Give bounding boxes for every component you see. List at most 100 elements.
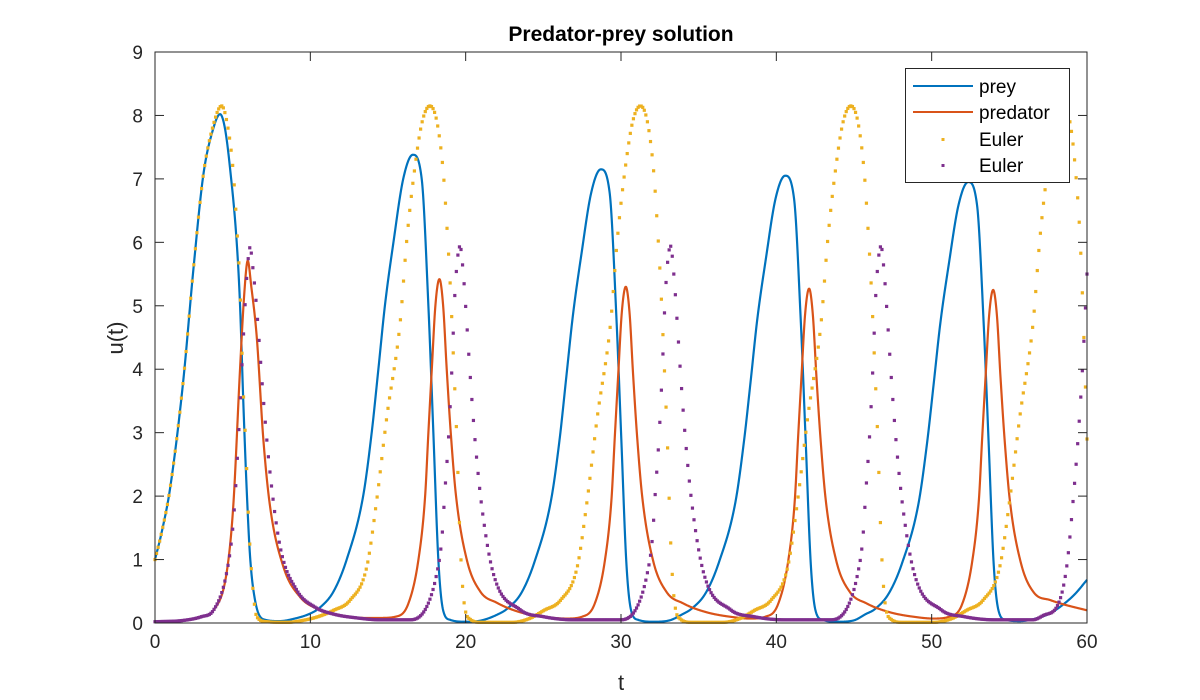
euler-point (255, 616, 260, 620)
euler-point (474, 455, 479, 459)
euler-point (1023, 381, 1027, 385)
euler-point (780, 582, 785, 586)
euler-point (246, 257, 250, 261)
euler-point (445, 459, 449, 464)
euler-point (422, 114, 426, 118)
euler-point (1034, 289, 1038, 294)
euler-point (830, 194, 834, 198)
euler-point (658, 420, 662, 424)
euler-point (1031, 325, 1035, 329)
euler-point (871, 371, 875, 375)
euler-point (462, 601, 466, 605)
euler-point (201, 174, 205, 178)
euler-point (209, 611, 213, 615)
euler-point (501, 594, 505, 599)
euler-point (1010, 476, 1015, 480)
euler-point (815, 356, 819, 361)
euler-point (575, 564, 580, 568)
euler-point (1074, 462, 1078, 466)
euler-point (406, 223, 410, 227)
euler-point (288, 576, 292, 581)
euler-point (1069, 129, 1074, 133)
euler-point (251, 586, 255, 590)
euler-point (420, 612, 424, 616)
euler-point (653, 492, 657, 497)
euler-point (599, 391, 603, 395)
euler-point (819, 318, 823, 322)
euler-point (661, 333, 665, 337)
euler-point (709, 591, 713, 595)
euler-point (1029, 339, 1033, 343)
euler-point (440, 530, 444, 534)
euler-point (1079, 395, 1083, 399)
euler-point (1052, 608, 1056, 612)
euler-point (659, 388, 663, 392)
euler-point (681, 408, 685, 412)
euler-point (591, 450, 595, 454)
euler-point (276, 531, 280, 535)
euler-point (297, 592, 302, 597)
euler-point (454, 269, 458, 274)
euler-point (596, 412, 600, 416)
euler-point (648, 553, 653, 557)
euler-point (878, 520, 883, 525)
euler-point (774, 592, 778, 596)
euler-point (908, 552, 912, 556)
euler-point (442, 505, 446, 509)
euler-point (860, 146, 864, 150)
euler-point (207, 139, 211, 143)
euler-point (568, 586, 572, 591)
euler-point (852, 587, 856, 592)
euler-point (906, 543, 910, 547)
euler-point (914, 578, 918, 582)
euler-point (878, 245, 883, 249)
euler-point (1072, 158, 1077, 162)
euler-point (650, 153, 654, 157)
euler-point (558, 598, 563, 602)
euler-point (571, 580, 575, 584)
legend-label-predator: predator (979, 103, 1050, 124)
euler-point (1055, 604, 1060, 608)
euler-point (676, 340, 681, 344)
y-tick-label: 4 (132, 360, 143, 381)
tick-layer: 0 10 20 30 40 50 60 0 1 2 3 4 5 6 7 8 9 (132, 43, 1097, 653)
x-tick-label: 10 (300, 632, 321, 653)
euler-point (779, 585, 783, 589)
euler-point (254, 298, 258, 302)
series-line-prey (153, 113, 1088, 623)
euler-point (597, 401, 601, 405)
euler-point (227, 136, 232, 140)
euler-point (433, 110, 437, 114)
euler-point (398, 318, 403, 322)
euler-point (414, 157, 418, 161)
euler-point (237, 427, 241, 432)
euler-point (468, 375, 472, 380)
euler-point (200, 186, 204, 191)
euler-point (768, 599, 772, 603)
euler-point (874, 387, 878, 391)
euler-point (678, 364, 682, 368)
euler-point (400, 300, 404, 304)
euler-point (846, 106, 850, 111)
euler-point (403, 258, 407, 262)
euler-point (560, 596, 564, 601)
euler-point (880, 558, 884, 562)
euler-point (600, 381, 604, 385)
euler-point (662, 311, 667, 315)
euler-point (839, 127, 844, 131)
euler-point (347, 599, 351, 603)
euler-point (642, 585, 646, 589)
euler-point (989, 589, 993, 593)
euler-point (241, 395, 246, 399)
euler-point (366, 560, 370, 564)
euler-point (423, 109, 427, 114)
euler-point (917, 586, 921, 590)
euler-point (218, 595, 222, 599)
x-tick-label: 40 (766, 632, 787, 653)
euler-point (985, 593, 990, 597)
euler-point (675, 613, 679, 617)
euler-point (787, 560, 791, 564)
euler-point (577, 556, 581, 560)
euler-point (356, 588, 361, 592)
